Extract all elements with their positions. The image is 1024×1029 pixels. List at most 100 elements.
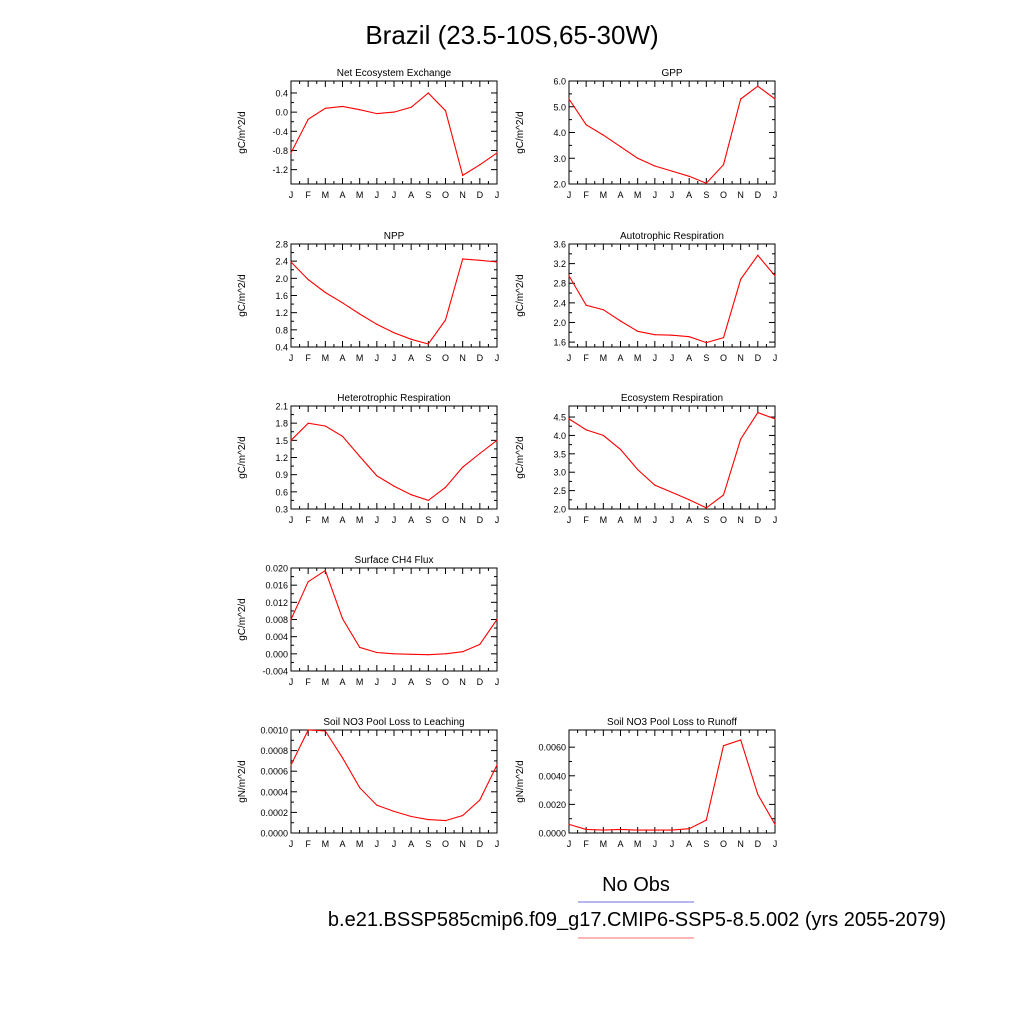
x-tick-label: D	[477, 515, 484, 525]
data-point	[359, 646, 361, 648]
y-tick-label: 0.016	[265, 581, 288, 591]
data-point	[341, 618, 344, 620]
x-tick-label: A	[408, 515, 414, 525]
data-point	[341, 105, 344, 107]
y-tick-label: 2.8	[275, 240, 288, 250]
data-point	[444, 110, 447, 112]
x-tick-label: M	[322, 677, 330, 687]
x-tick-label: M	[600, 190, 608, 200]
x-tick-label: J	[670, 839, 675, 849]
x-tick-label: O	[720, 190, 727, 200]
x-tick-label: M	[322, 515, 330, 525]
data-point	[376, 651, 378, 654]
data-point	[774, 418, 776, 420]
y-tick-label: 0.0002	[260, 808, 288, 818]
x-tick-label: N	[459, 677, 466, 687]
x-tick-label: J	[392, 190, 397, 200]
x-tick-label: A	[617, 839, 623, 849]
data-point	[427, 343, 429, 345]
data-point	[705, 507, 707, 509]
main-title: Brazil (23.5-10S,65-30W)	[365, 20, 658, 50]
x-tick-label: A	[686, 190, 692, 200]
data-point	[307, 581, 309, 583]
x-tick-label: A	[408, 190, 414, 200]
data-point	[427, 499, 429, 502]
panel-title: Heterotrophic Respiration	[337, 393, 450, 404]
data-point	[637, 829, 639, 831]
x-tick-label: D	[477, 839, 484, 849]
y-tick-label: 0.0008	[260, 746, 288, 756]
x-tick-label: A	[617, 353, 623, 363]
x-tick-label: A	[617, 190, 623, 200]
data-point	[722, 494, 725, 496]
y-tick-label: 0.6	[275, 487, 288, 497]
data-point	[410, 653, 412, 655]
panel-title: Autotrophic Respiration	[620, 231, 724, 242]
x-tick-label: J	[375, 353, 380, 363]
y-tick-label: 4.0	[553, 431, 566, 441]
x-tick-label: M	[356, 677, 364, 687]
x-tick-label: O	[720, 353, 727, 363]
y-tick-label: 0.4	[275, 88, 288, 98]
data-point	[757, 85, 759, 87]
data-point	[376, 475, 378, 477]
data-point	[740, 98, 742, 100]
data-point	[359, 109, 361, 111]
y-axis-label: gN/m^2/d	[237, 760, 248, 803]
x-tick-label: N	[737, 190, 744, 200]
x-tick-label: O	[442, 190, 449, 200]
data-point	[462, 814, 464, 817]
y-tick-label: 2.4	[553, 298, 566, 308]
y-axis-label: gC/m^2/d	[237, 111, 248, 154]
y-tick-label: 0.8	[275, 325, 288, 335]
data-point	[427, 819, 429, 821]
x-tick-label: M	[634, 515, 642, 525]
x-tick-label: J	[495, 353, 500, 363]
data-point	[393, 332, 395, 334]
y-tick-label: 2.0	[553, 318, 566, 328]
y-tick-label: 3.0	[553, 468, 566, 478]
x-tick-label: M	[600, 515, 608, 525]
data-point	[722, 337, 725, 339]
x-tick-label: N	[459, 839, 466, 849]
data-point	[705, 819, 707, 821]
data-point	[290, 618, 292, 621]
x-tick-label: N	[459, 515, 466, 525]
data-point	[496, 261, 498, 263]
data-point	[393, 111, 395, 113]
x-tick-label: J	[567, 839, 572, 849]
plot-frame	[568, 243, 776, 348]
x-tick-label: F	[583, 353, 589, 363]
y-tick-label: 2.0	[275, 274, 288, 284]
data-point	[462, 174, 464, 176]
y-tick-label: 0.0040	[538, 771, 566, 781]
x-tick-label: D	[755, 515, 762, 525]
x-tick-label: O	[442, 353, 449, 363]
data-point	[393, 653, 395, 655]
x-tick-label: J	[670, 515, 675, 525]
data-point	[307, 118, 309, 120]
data-point	[757, 254, 759, 256]
x-tick-label: A	[686, 353, 692, 363]
series-line	[290, 258, 498, 345]
data-point	[602, 134, 604, 136]
data-point	[444, 319, 447, 321]
y-tick-label: 2.0	[553, 505, 566, 515]
data-point	[568, 98, 570, 100]
x-tick-label: J	[567, 190, 572, 200]
x-tick-label: M	[600, 839, 608, 849]
y-tick-label: 2.5	[553, 486, 566, 496]
data-point	[568, 823, 570, 826]
data-point	[341, 302, 344, 304]
data-point	[585, 828, 587, 831]
x-tick-label: M	[322, 839, 330, 849]
x-tick-label: J	[289, 515, 294, 525]
y-axis-label: gC/m^2/d	[515, 274, 526, 317]
x-tick-label: J	[392, 515, 397, 525]
data-point	[410, 815, 412, 818]
x-tick-label: O	[442, 839, 449, 849]
data-point	[722, 745, 725, 747]
panel-title: Soil NO3 Pool Loss to Leaching	[323, 717, 464, 728]
